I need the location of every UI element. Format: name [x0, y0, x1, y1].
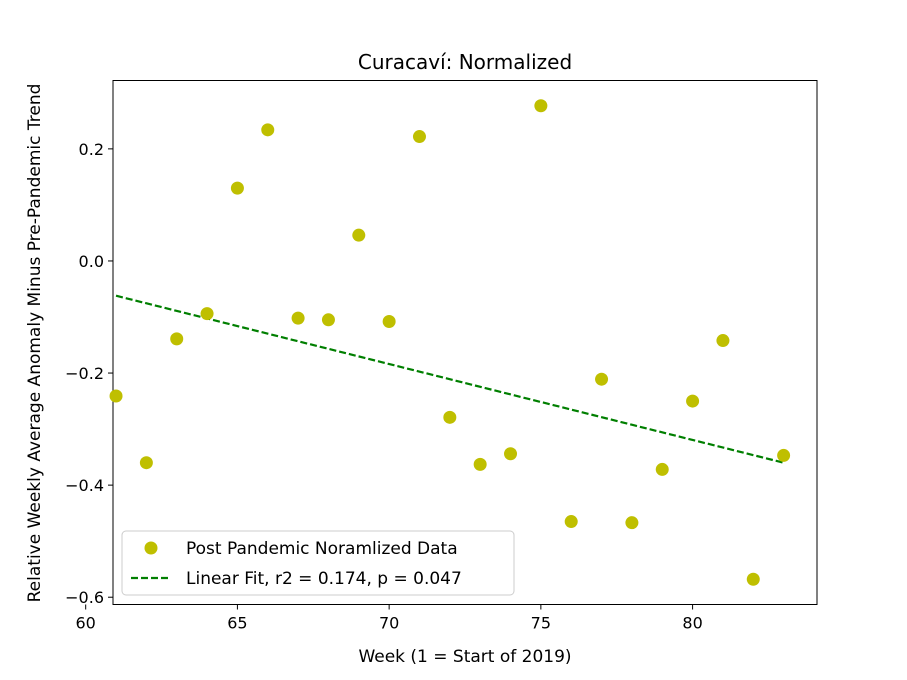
y-tick-label: 0.0: [79, 252, 104, 271]
x-axis-label: Week (1 = Start of 2019): [358, 647, 571, 667]
data-point: [716, 334, 730, 348]
legend-label-fit: Linear Fit, r2 = 0.174, p = 0.047: [186, 569, 462, 589]
data-point: [777, 448, 791, 462]
y-tick-label: −0.4: [65, 476, 104, 495]
data-point: [200, 307, 214, 321]
data-point: [382, 314, 396, 328]
data-point: [504, 447, 518, 461]
legend-box: [121, 530, 515, 596]
x-tick-label: 65: [227, 614, 247, 633]
data-point: [291, 311, 305, 325]
x-axis-ticks: 60 65 70 75 80: [76, 604, 703, 633]
linear-fit-line: [115, 294, 784, 464]
data-point: [564, 515, 578, 529]
legend-label-points: Post Pandemic Noramlized Data: [186, 539, 458, 559]
data-point: [534, 99, 548, 113]
data-point: [170, 332, 184, 346]
data-point: [746, 572, 760, 586]
data-point: [139, 456, 153, 470]
fit-line-layer: [115, 294, 784, 464]
data-point: [655, 462, 669, 476]
plot-frame: [112, 80, 818, 605]
x-tick-label: 60: [76, 614, 96, 633]
data-point: [443, 410, 457, 424]
data-point: [412, 130, 426, 144]
x-tick-label: 75: [531, 614, 551, 633]
x-tick-label: 70: [379, 614, 399, 633]
data-point: [230, 181, 244, 195]
y-tick-label: −0.6: [65, 588, 104, 607]
data-point: [109, 389, 123, 403]
data-points: [109, 99, 791, 586]
data-point: [625, 516, 639, 530]
chart-title: Curacaví: Normalized: [358, 50, 572, 74]
x-tick-label: 80: [682, 614, 702, 633]
legend-marker-points: [144, 541, 158, 555]
y-tick-label: 0.2: [79, 140, 104, 159]
data-point: [595, 372, 609, 386]
data-point: [686, 394, 700, 408]
data-point: [321, 313, 335, 327]
legend: Post Pandemic Noramlized Data Linear Fit…: [121, 530, 515, 596]
y-axis-label: Relative Weekly Average Anomaly Minus Pr…: [25, 84, 45, 603]
data-point: [352, 228, 366, 242]
data-point: [261, 123, 275, 137]
y-tick-label: −0.2: [65, 364, 104, 383]
y-axis-ticks: −0.6 −0.4 −0.2 0.0 0.2: [65, 140, 113, 607]
data-point: [473, 457, 487, 471]
